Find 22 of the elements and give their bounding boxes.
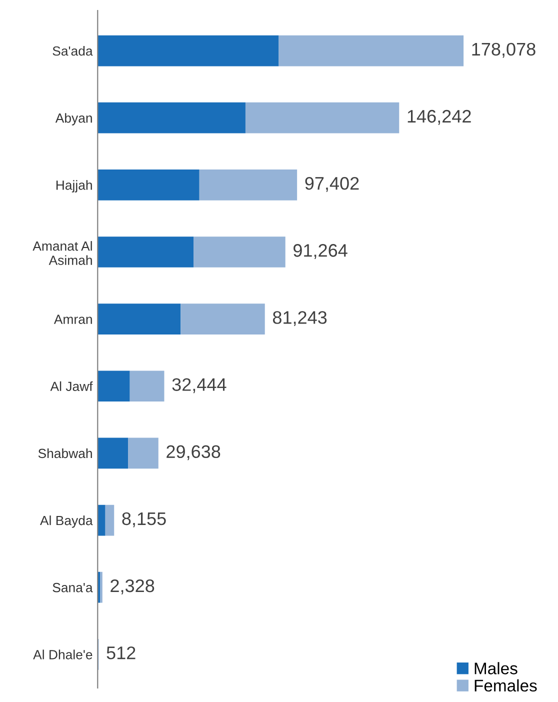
y-tick-label: Shabwah [38,448,92,458]
legend-label: Males [474,662,518,674]
annotation: 512 [106,646,136,660]
annotation: 2,328 [110,579,154,594]
legend-label: Females [474,679,537,692]
annotation: 81,243 [272,311,327,326]
y-tick-label: Al Jawf [50,381,93,392]
y-tick-label: Al Bayda [40,516,93,528]
annotation: 29,638 [166,445,220,460]
annotation: 91,264 [294,244,348,259]
y-tick-label: Sa'ada [52,46,93,56]
annotation: 146,242 [408,110,471,125]
y-tick-label: Amanat Al Asimah [32,241,92,265]
annotation: 32,444 [172,378,226,394]
y-tick-label: Abyan [55,113,92,126]
annotation: 178,078 [472,42,536,58]
annotation: 8,155 [122,512,166,528]
y-tick-label: Al Dhale'e [33,650,92,660]
y-tick-label: Amran [54,314,92,324]
y-tick-label: Sana'a [52,582,93,592]
annotation: 97,402 [305,176,359,192]
y-tick-label: Hajjah [56,180,92,192]
